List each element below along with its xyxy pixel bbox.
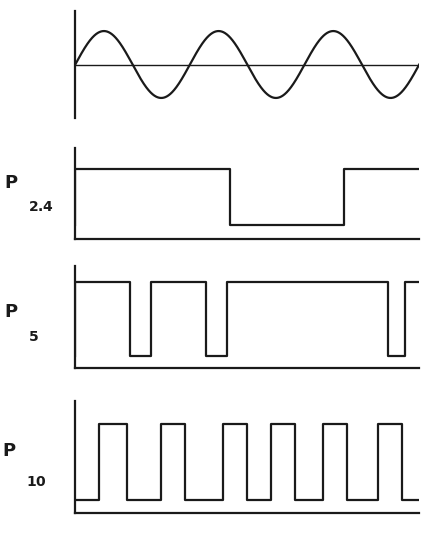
Text: $\mathbf{P}$: $\mathbf{P}$ — [2, 442, 16, 461]
Text: $\mathbf{P}$: $\mathbf{P}$ — [4, 173, 18, 192]
Text: $\mathbf{2.4}$: $\mathbf{2.4}$ — [28, 200, 54, 214]
Text: $\mathbf{10}$: $\mathbf{10}$ — [26, 475, 46, 489]
Text: $\mathbf{5}$: $\mathbf{5}$ — [28, 330, 39, 344]
Text: $\mathbf{P}$: $\mathbf{P}$ — [4, 303, 18, 321]
